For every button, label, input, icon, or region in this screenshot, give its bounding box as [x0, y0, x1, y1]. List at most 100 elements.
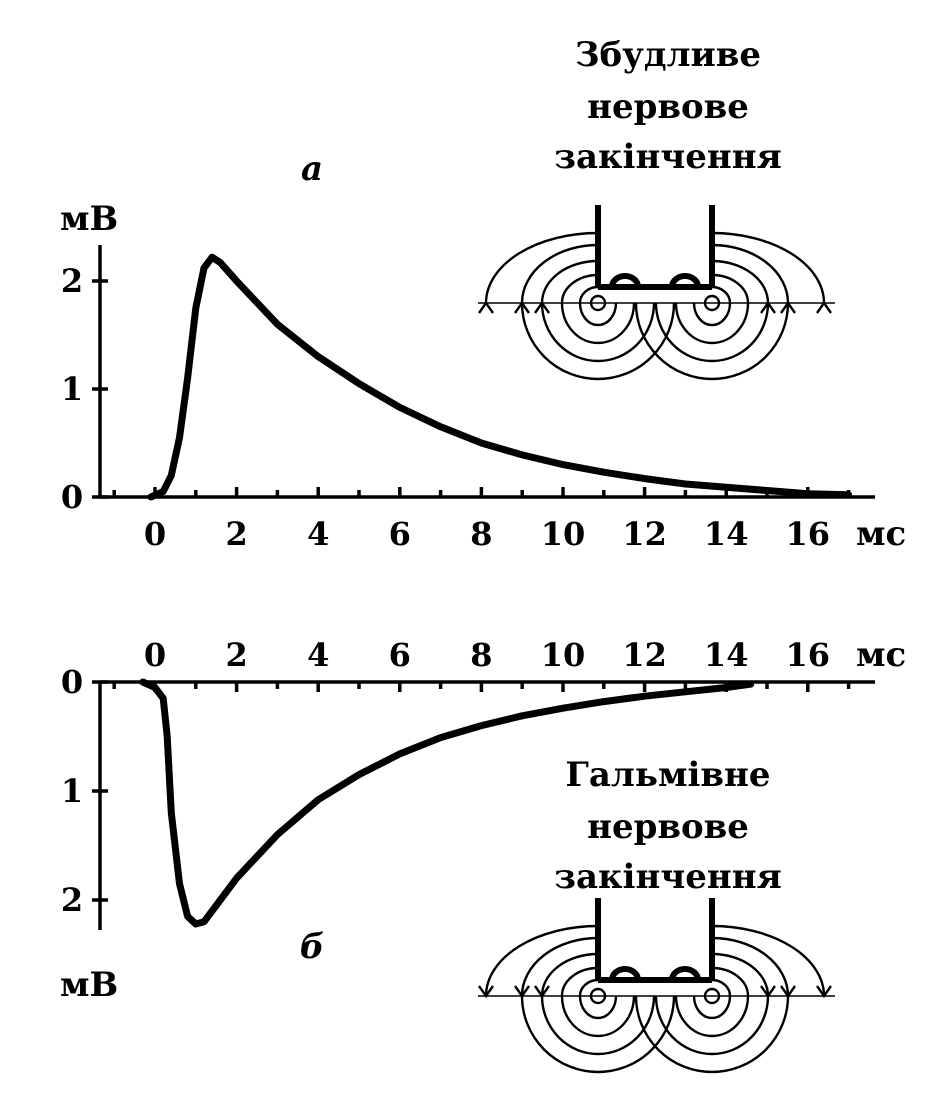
source-circle — [589, 294, 607, 312]
y-tick-label: 1 — [61, 772, 83, 810]
panel-b-series-line — [139, 678, 755, 928]
field-line — [711, 924, 826, 997]
field-line — [711, 231, 826, 304]
field-arrow — [534, 985, 550, 999]
panel-b-title: Гальмівне нервове закінчення — [554, 755, 782, 897]
field-line — [711, 243, 790, 304]
field-arrow — [780, 300, 796, 314]
field-arrow — [514, 985, 530, 999]
panel-b-field-diagram — [478, 898, 835, 1074]
field-line — [520, 243, 599, 304]
x-tick-label: 14 — [704, 515, 749, 553]
panel-b-x-unit: мс — [856, 635, 906, 675]
panel-a-title-line-2: нервове — [587, 87, 749, 127]
field-line — [578, 978, 599, 997]
field-line — [578, 995, 618, 1020]
field-line — [484, 231, 599, 304]
field-line — [711, 285, 732, 304]
field-line — [711, 952, 770, 997]
y-tick-label: 1 — [61, 370, 83, 408]
field-arrow — [514, 300, 530, 314]
field-line — [711, 966, 750, 997]
vesicle-bump — [609, 966, 641, 981]
y-tick-label: 0 — [61, 478, 83, 516]
field-arrow — [478, 300, 494, 314]
panel-b-title-line-3: закінчення — [554, 857, 782, 897]
field-line — [711, 978, 732, 997]
x-tick-label: 16 — [786, 515, 831, 553]
x-tick-label: 4 — [307, 515, 329, 553]
x-tick-label: 8 — [470, 636, 492, 674]
x-tick-label: 6 — [389, 515, 411, 553]
x-tick-label: 0 — [144, 515, 166, 553]
field-line — [654, 302, 770, 363]
x-tick-label: 10 — [541, 515, 586, 553]
panel-a-x-unit: мс — [856, 514, 906, 554]
x-tick-label: 8 — [470, 515, 492, 553]
panel-a-field-diagram — [478, 205, 835, 381]
field-line — [692, 302, 732, 327]
x-tick-label: 12 — [622, 515, 667, 553]
panel-b-label: б — [300, 927, 325, 967]
panel-a-series-line — [147, 253, 853, 501]
field-line — [634, 995, 790, 1074]
field-arrow — [780, 985, 796, 999]
field-line — [520, 995, 676, 1074]
source-circle — [703, 294, 721, 312]
field-line — [711, 259, 770, 304]
panel-a-title-line-3: закінчення — [554, 137, 782, 177]
field-arrow — [760, 300, 776, 314]
field-line — [540, 259, 599, 304]
field-line — [578, 302, 618, 327]
panel-b-y-unit: мВ — [60, 965, 118, 1005]
field-line — [674, 995, 750, 1038]
panel-a-y-unit: мВ — [60, 199, 118, 239]
x-tick-label: 4 — [307, 636, 329, 674]
field-line — [560, 273, 599, 304]
field-line — [484, 924, 599, 997]
field-line — [560, 966, 599, 997]
field-line — [540, 995, 656, 1056]
panel-b-title-line-2: нервове — [587, 807, 749, 847]
x-tick-label: 2 — [225, 515, 247, 553]
panel-b-title-line-1: Гальмівне — [565, 755, 770, 795]
field-arrow — [534, 300, 550, 314]
field-line — [578, 285, 599, 304]
panel-a-label: а — [301, 149, 323, 189]
x-tick-label: 6 — [389, 636, 411, 674]
field-line — [711, 273, 750, 304]
field-line — [692, 995, 732, 1020]
panel-b: б мВ мс Гальмівне нервове закінчення 0 2 4… — [60, 635, 906, 1074]
field-line — [520, 302, 676, 381]
field-line — [654, 995, 770, 1056]
source-circle — [589, 987, 607, 1005]
vesicle-bump — [609, 273, 641, 288]
panel-a-title: Збудливе нервове закінчення — [554, 35, 782, 177]
x-tick-label: 2 — [225, 636, 247, 674]
field-line — [560, 302, 636, 345]
field-arrow — [760, 985, 776, 999]
vesicle-bump — [669, 966, 701, 981]
field-line — [711, 936, 790, 997]
x-tick-label: 14 — [704, 636, 749, 674]
panel-a-title-line-1: Збудливе — [575, 35, 761, 75]
field-line — [540, 302, 656, 363]
field-arrow — [816, 300, 832, 314]
panel-a: а мВ мс Збудливе нервове закінчення 0 2 4 6… — [60, 35, 906, 554]
x-tick-label: 16 — [786, 636, 831, 674]
y-tick-label: 0 — [61, 663, 83, 701]
field-line — [674, 302, 750, 345]
field-line — [634, 302, 790, 381]
field-line — [520, 936, 599, 997]
y-tick-label: 2 — [61, 881, 83, 919]
x-tick-label: 10 — [541, 636, 586, 674]
vesicle-bump — [669, 273, 701, 288]
source-circle — [703, 987, 721, 1005]
field-line — [560, 995, 636, 1038]
y-tick-label: 2 — [61, 262, 83, 300]
x-tick-label: 0 — [144, 636, 166, 674]
x-tick-label: 12 — [622, 636, 667, 674]
field-line — [540, 952, 599, 997]
